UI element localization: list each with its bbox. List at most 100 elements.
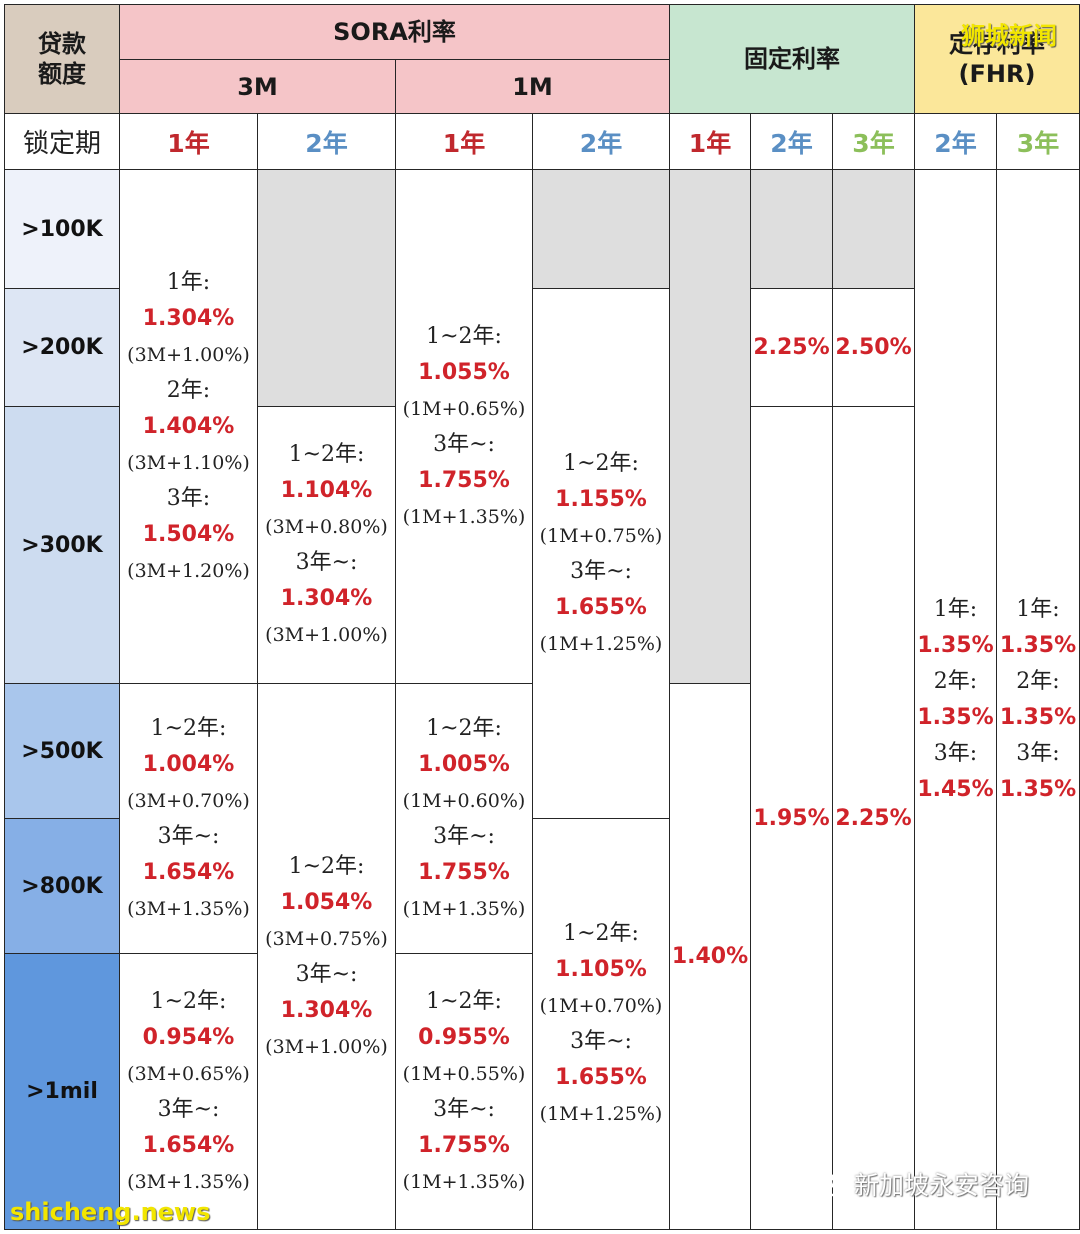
sora-1m-1y-tier-100k-300k: 1~2年: 1.055% (1M+0.65%) 3年~: 1.755% (1M+1.35%… — [395, 169, 533, 684]
rate-value: 1.655% — [555, 594, 647, 620]
rate-period-label: 1~2年: — [288, 853, 365, 879]
rate-period-label: 3年~: — [157, 823, 220, 849]
rate-formula: (1M+1.25%) — [539, 632, 663, 655]
rate-value: 1.104% — [280, 478, 373, 503]
rate-formula: (1M+1.35%) — [402, 505, 526, 528]
tier-100k: >100K — [4, 169, 120, 289]
tier-1mil: >1mil — [4, 953, 120, 1230]
fixed-3y-not-available — [832, 169, 915, 289]
rate-period-label: 1~2年: — [426, 323, 502, 349]
rate-period-label: 2年: — [166, 377, 211, 403]
rate-value: 1.304% — [142, 305, 235, 331]
fhr-2y-rates: 1年: 1.35% 2年: 1.35% 3年: 1.45% — [914, 169, 997, 1230]
rate-period-label: 3年: — [166, 485, 211, 511]
fixed-1y-not-available — [669, 169, 751, 684]
fhr-rate-value: 1.35% — [917, 704, 994, 730]
header-sora-3m: 3M — [119, 59, 396, 114]
fhr-rate-value: 1.35% — [999, 776, 1077, 802]
col-header-3m-2y: 2年 — [257, 113, 396, 170]
col-header-fhr-3y: 3年 — [996, 113, 1080, 170]
rate-formula: (1M+0.75%) — [539, 524, 663, 547]
rate-period-label: 3年~: — [433, 1096, 495, 1122]
sora-3m-2y-tier-500k-1mil: 1~2年: 1.054% (3M+0.75%) 3年~: 1.304% (3M+1.00%… — [257, 683, 396, 1230]
sora-1m-2y-not-available — [532, 169, 670, 289]
rate-formula: (3M+1.35%) — [127, 897, 250, 920]
rate-value: 1.755% — [418, 1132, 510, 1158]
tier-500k: >500K — [4, 683, 120, 819]
watermark-shicheng-bottom: shicheng.news — [10, 1198, 211, 1226]
fhr-period-label: 2年: — [1016, 668, 1060, 694]
header-lock-period: 锁定期 — [4, 113, 120, 170]
fixed-2y-not-available — [750, 169, 833, 289]
fixed-2y-rate-tier-200k: 2.25% — [750, 288, 833, 407]
rate-period-label: 1~2年: — [288, 442, 365, 467]
rate-formula: (1M+0.70%) — [539, 995, 663, 1017]
rate-period-label: 3年~: — [570, 1029, 632, 1054]
fixed-2y-rate-tier-300k-1mil: 1.95% — [750, 406, 833, 1230]
rate-period-label: 1~2年: — [426, 715, 502, 741]
rate-formula: (1M+0.65%) — [402, 397, 526, 420]
fhr-rate-value: 1.35% — [999, 632, 1077, 658]
fhr-period-label: 1年: — [933, 596, 978, 622]
rate-value: 1.304% — [280, 997, 373, 1023]
header-sora: SORA利率 — [119, 4, 670, 60]
fhr-rate-value: 1.45% — [917, 776, 994, 802]
tier-800k: >800K — [4, 818, 120, 954]
rate-value: 1.054% — [280, 889, 373, 915]
rate-period-label: 3年~: — [157, 1096, 220, 1122]
rate-formula: (1M+1.25%) — [539, 1103, 663, 1125]
rate-value: 1.155% — [555, 486, 647, 512]
rate-formula: (3M+1.00%) — [265, 1035, 388, 1058]
rate-formula: (3M+0.65%) — [127, 1062, 250, 1085]
rate-formula: (1M+0.60%) — [402, 789, 526, 812]
header-loan-amount: 贷款 额度 — [4, 4, 120, 114]
sora-1m-2y-tier-800k-1mil: 1~2年: 1.105% (1M+0.70%) 3年~: 1.655% (1M+1.25%… — [532, 818, 670, 1230]
rate-period-label: 3年~: — [433, 823, 495, 849]
rate-period-label: 1年: — [166, 269, 211, 295]
tier-300k: >300K — [4, 406, 120, 684]
rate-value: 1.055% — [418, 359, 510, 385]
rate-value: 1.005% — [418, 751, 510, 777]
rate-period-label: 1~2年: — [563, 921, 639, 946]
wechat-icon — [808, 1169, 846, 1199]
fhr-3y-rates: 1年: 1.35% 2年: 1.35% 3年: 1.35% — [996, 169, 1080, 1230]
sora-3m-1y-tier-500k-800k: 1~2年: 1.004% (3M+0.70%) 3年~: 1.654% (3M+1.35%… — [119, 683, 258, 954]
watermark-wechat: 新加坡永安咨询 — [808, 1166, 1029, 1202]
fhr-period-label: 3年: — [1016, 740, 1060, 766]
col-header-1m-1y: 1年 — [395, 113, 533, 170]
rate-formula: (3M+1.20%) — [127, 559, 250, 582]
watermark-shicheng-top: 狮城新闻 — [961, 22, 1057, 50]
fixed-1y-rate: 1.40% — [669, 683, 751, 1230]
rate-formula: (3M+0.80%) — [265, 516, 388, 538]
rate-period-label: 3年~: — [570, 558, 632, 584]
rate-formula: (3M+1.35%) — [127, 1170, 250, 1193]
rate-formula: (3M+0.75%) — [265, 927, 388, 950]
rate-period-label: 1~2年: — [150, 715, 227, 741]
rate-value: 1.755% — [418, 467, 510, 493]
sora-1m-1y-tier-1mil: 1~2年: 0.955% (1M+0.55%) 3年~: 1.755% (1M+1.35%… — [395, 953, 533, 1230]
fhr-period-label: 1年: — [1016, 596, 1060, 622]
rate-formula: (3M+1.00%) — [265, 624, 388, 646]
header-sora-1m: 1M — [395, 59, 670, 114]
rate-formula: (1M+0.55%) — [402, 1062, 526, 1085]
rate-period-label: 1~2年: — [150, 988, 227, 1014]
col-header-1m-2y: 2年 — [532, 113, 670, 170]
header-fhr: 定存利率 (FHR) — [914, 4, 1080, 114]
sora-3m-1y-tier-100k-300k: 1年: 1.304% (3M+1.00%) 2年: 1.404% (3M+1.10%) 3年… — [119, 169, 258, 684]
rate-formula: (3M+1.10%) — [127, 451, 250, 474]
fhr-period-label: 2年: — [933, 668, 978, 694]
col-header-fhr-2y: 2年 — [914, 113, 997, 170]
rate-value: 1.105% — [555, 957, 647, 982]
fhr-rate-value: 1.35% — [999, 704, 1077, 730]
rate-period-label: 1~2年: — [563, 450, 639, 476]
fixed-3y-rate-tier-300k-1mil: 2.25% — [832, 406, 915, 1230]
col-header-3m-1y: 1年 — [119, 113, 258, 170]
header-fixed-rate: 固定利率 — [669, 4, 915, 114]
rate-value: 0.955% — [418, 1024, 510, 1050]
rate-value: 1.404% — [142, 413, 235, 439]
sora-3m-1y-tier-1mil: 1~2年: 0.954% (3M+0.65%) 3年~: 1.654% (3M+1.35%… — [119, 953, 258, 1230]
rate-value: 1.654% — [142, 859, 235, 885]
rate-value: 1.504% — [142, 521, 235, 547]
fixed-3y-rate-tier-200k: 2.50% — [832, 288, 915, 407]
rate-value: 1.755% — [418, 859, 510, 885]
